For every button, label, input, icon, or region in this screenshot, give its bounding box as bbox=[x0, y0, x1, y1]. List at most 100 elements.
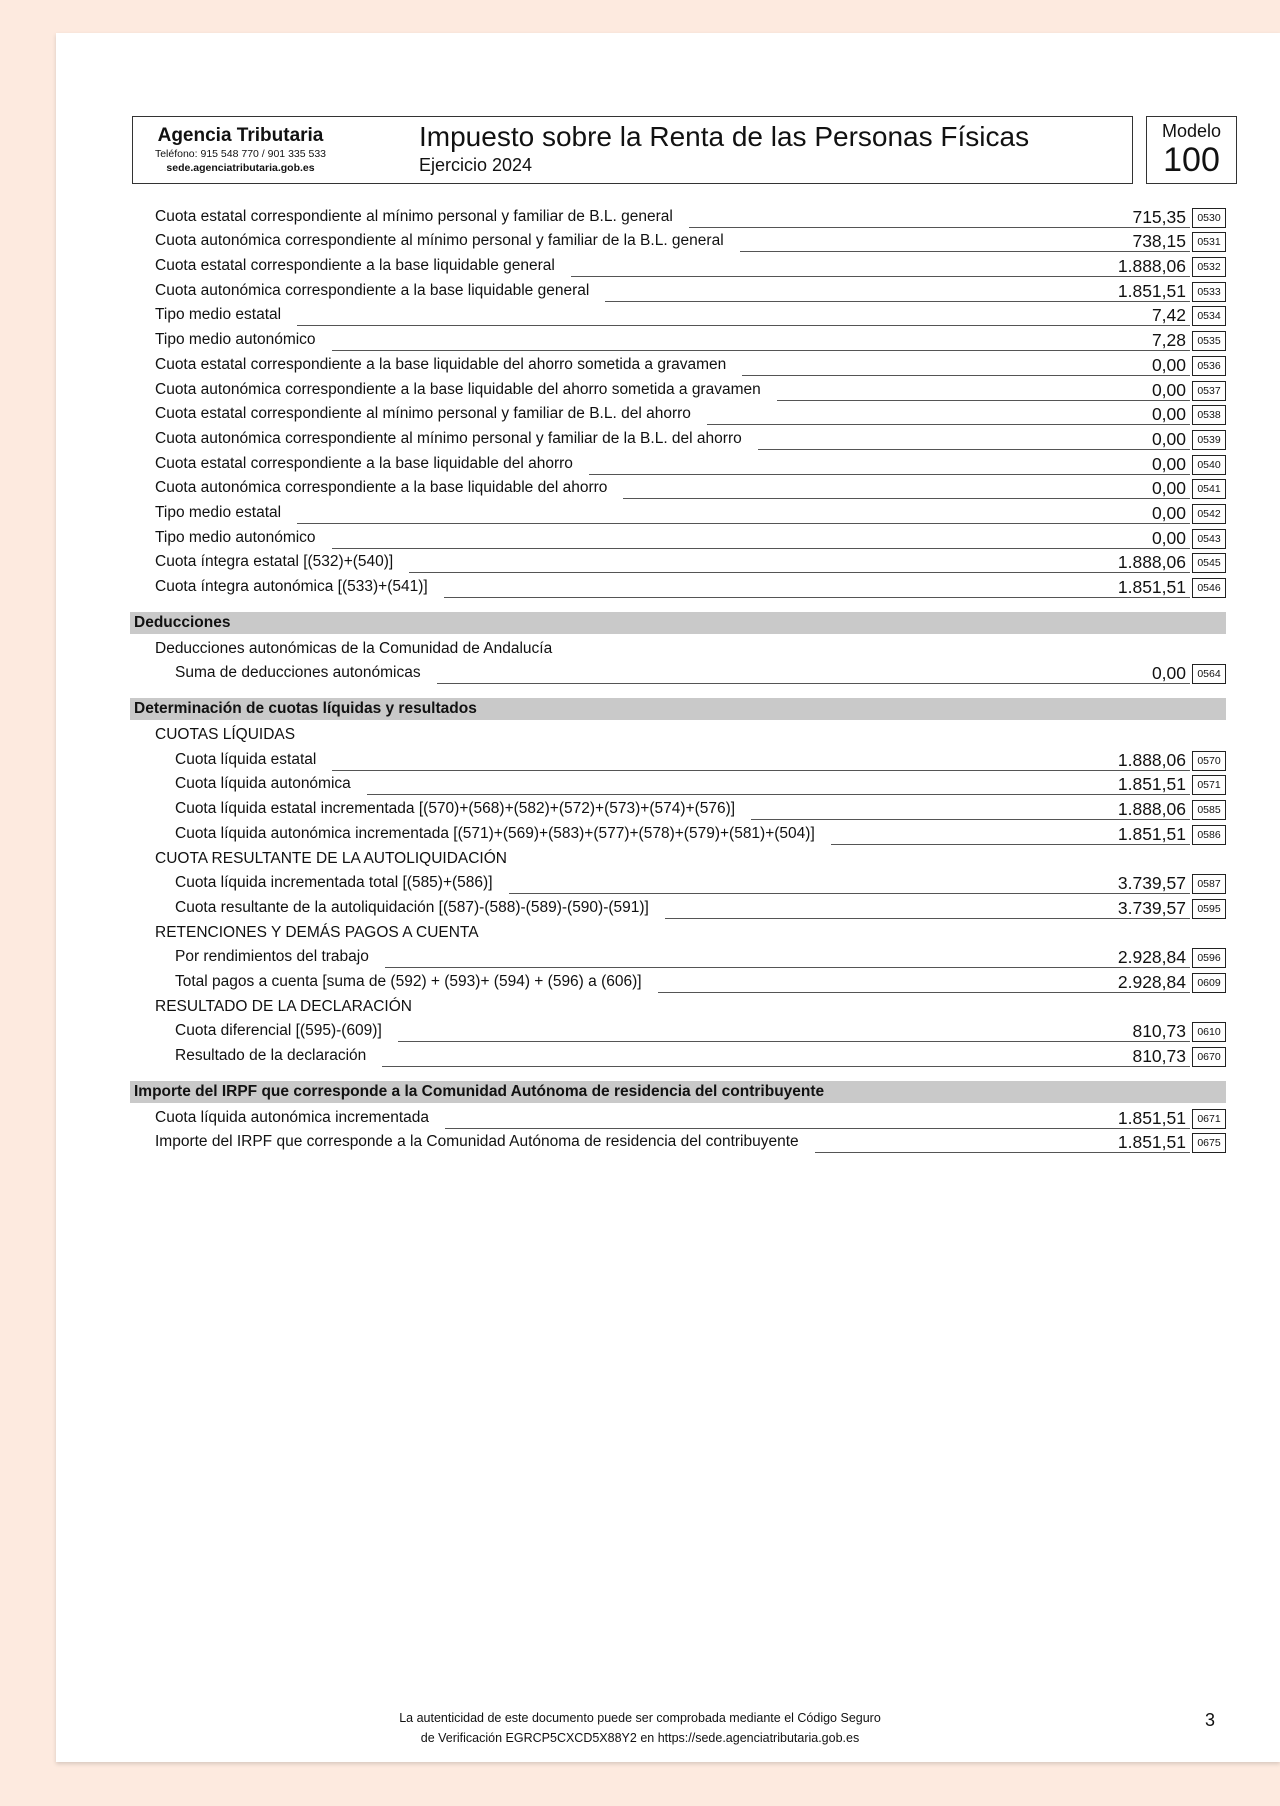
row-label: Tipo medio estatal bbox=[155, 503, 282, 521]
box-code: 0595 bbox=[1192, 898, 1226, 919]
form-row: Cuota autonómica correspondiente a la ba… bbox=[130, 475, 1226, 500]
subsection-heading: RETENCIONES Y DEMÁS PAGOS A CUENTA bbox=[130, 919, 1226, 944]
row-value: 0,00 bbox=[623, 478, 1190, 500]
row-label: Importe del IRPF que corresponde a la Co… bbox=[155, 1133, 799, 1151]
box-code: 0533 bbox=[1192, 281, 1226, 302]
form-row: Cuota líquida autonómica incrementada 1.8… bbox=[130, 1104, 1226, 1129]
row-value: 810,73 bbox=[382, 1046, 1190, 1067]
row-label: Total pagos a cuenta [suma de (592) + (5… bbox=[175, 972, 642, 990]
box-code: 0587 bbox=[1192, 874, 1226, 895]
box-code: 0596 bbox=[1192, 948, 1226, 969]
form-row: Tipo medio autonómico 7,28 0535 bbox=[130, 326, 1226, 352]
row-label: Cuota líquida autonómica bbox=[175, 775, 351, 793]
row-label: Cuota estatal correspondiente a la base … bbox=[155, 454, 573, 472]
box-code: 0546 bbox=[1192, 578, 1226, 598]
box-code: 0545 bbox=[1192, 553, 1226, 574]
form-row: Cuota diferencial [(595)-(609)] 810,73 061… bbox=[130, 1018, 1226, 1043]
row-value: 0,00 bbox=[757, 429, 1190, 450]
form-row: Cuota íntegra estatal [(532)+(540)] 1.888… bbox=[130, 549, 1226, 574]
modelo-number: 100 bbox=[1163, 141, 1220, 179]
row-label: Tipo medio estatal bbox=[155, 306, 282, 324]
box-code: 0571 bbox=[1192, 775, 1226, 796]
form-row: Cuota estatal correspondiente a la base … bbox=[130, 252, 1226, 278]
row-label: Cuota líquida estatal incrementada [(570… bbox=[175, 800, 736, 818]
row-value: 1.888,06 bbox=[332, 750, 1190, 771]
subsection-label: Deducciones autonómicas de la Comunidad … bbox=[155, 639, 553, 657]
subsection-heading: CUOTAS LÍQUIDAS bbox=[130, 721, 1226, 746]
form-row: Tipo medio autonómico 0,00 0543 bbox=[130, 524, 1226, 549]
row-label: Tipo medio autonómico bbox=[155, 528, 316, 546]
row-label: Tipo medio autonómico bbox=[155, 331, 316, 349]
row-label: Cuota diferencial [(595)-(609)] bbox=[175, 1022, 382, 1040]
row-value: 1.851,51 bbox=[445, 1108, 1190, 1129]
box-code: 0531 bbox=[1192, 232, 1226, 253]
row-label: Cuota líquida autonómica incrementada bbox=[155, 1108, 430, 1126]
row-label: Cuota autonómica correspondiente a la ba… bbox=[155, 281, 590, 299]
box-code: 0532 bbox=[1192, 257, 1226, 278]
footer-line-2: de Verificación EGRCP5CXCD5X88Y2 en http… bbox=[420, 1731, 860, 1745]
box-code: 0539 bbox=[1192, 429, 1226, 450]
form-row: Cuota autonómica correspondiente a la ba… bbox=[130, 277, 1226, 302]
subsection-label: RETENCIONES Y DEMÁS PAGOS A CUENTA bbox=[155, 923, 479, 941]
row-value: 1.888,06 bbox=[570, 256, 1190, 278]
form-row: Tipo medio estatal 0,00 0542 bbox=[130, 499, 1226, 524]
box-code: 0543 bbox=[1192, 528, 1226, 549]
row-value: 3.739,57 bbox=[508, 873, 1190, 895]
row-value: 7,42 bbox=[297, 305, 1190, 327]
form-row: Cuota autonómica correspondiente a la ba… bbox=[130, 376, 1226, 401]
form-row: Cuota estatal correspondiente a la base … bbox=[130, 351, 1226, 376]
form-row: Suma de deducciones autonómicas 0,00 0564 bbox=[130, 660, 1226, 685]
row-label: Cuota resultante de la autoliquidación [… bbox=[175, 898, 649, 916]
box-code: 0564 bbox=[1192, 664, 1226, 685]
box-code: 0537 bbox=[1192, 380, 1226, 401]
box-code: 0670 bbox=[1192, 1047, 1226, 1067]
box-code: 0540 bbox=[1192, 454, 1226, 475]
form-row: Cuota líquida estatal 1.888,06 0570 bbox=[130, 746, 1226, 771]
row-label: Cuota estatal correspondiente a la base … bbox=[155, 257, 555, 275]
box-code: 0541 bbox=[1192, 479, 1226, 500]
row-value: 738,15 bbox=[739, 231, 1190, 253]
form-row: Cuota líquida autonómica 1.851,51 0571 bbox=[130, 771, 1226, 796]
form-row: Cuota íntegra autonómica [(533)+(541)] 1.… bbox=[130, 573, 1226, 598]
box-code: 0530 bbox=[1192, 207, 1226, 228]
box-code: 0609 bbox=[1192, 972, 1226, 993]
box-code: 0535 bbox=[1192, 331, 1226, 352]
row-label: Cuota estatal correspondiente al mínimo … bbox=[155, 207, 673, 225]
form-row: Por rendimientos del trabajo 2.928,84 0596 bbox=[130, 944, 1226, 969]
subsection-heading: RESULTADO DE LA DECLARACIÓN bbox=[130, 993, 1226, 1018]
box-code: 0610 bbox=[1192, 1022, 1226, 1043]
form-row: Cuota líquida estatal incrementada [(570… bbox=[130, 795, 1226, 821]
form-row: Cuota líquida incrementada total [(585)+… bbox=[130, 870, 1226, 895]
row-label: Cuota líquida autonómica incrementada [(… bbox=[175, 824, 815, 842]
form-row: Importe del IRPF que corresponde a la Co… bbox=[130, 1129, 1226, 1154]
row-value: 1.851,51 bbox=[830, 824, 1190, 845]
box-code: 0586 bbox=[1192, 824, 1226, 845]
subsection-label: CUOTA RESULTANTE DE LA AUTOLIQUIDACIÓN bbox=[155, 849, 507, 867]
row-value: 2.928,84 bbox=[657, 972, 1190, 993]
row-value: 0,00 bbox=[706, 404, 1190, 426]
row-value: 0,00 bbox=[588, 454, 1190, 475]
form-row: Resultado de la declaración 810,73 0670 bbox=[130, 1042, 1226, 1067]
form-row: Cuota autonómica correspondiente al míni… bbox=[130, 425, 1226, 450]
row-value: 0,00 bbox=[297, 503, 1190, 524]
modelo-box: Modelo 100 bbox=[1146, 116, 1237, 184]
box-code: 0542 bbox=[1192, 503, 1226, 524]
row-label: Cuota estatal correspondiente al mínimo … bbox=[155, 405, 691, 423]
row-label: Cuota íntegra estatal [(532)+(540)] bbox=[155, 553, 394, 571]
row-value: 0,00 bbox=[436, 663, 1190, 685]
footer-line-1: La autenticidad de este documento puede … bbox=[399, 1711, 881, 1725]
box-code: 0534 bbox=[1192, 306, 1226, 327]
form-row: Cuota estatal correspondiente a la base … bbox=[130, 450, 1226, 475]
form-row: Tipo medio estatal 7,42 0534 bbox=[130, 302, 1226, 327]
subsection-heading: CUOTA RESULTANTE DE LA AUTOLIQUIDACIÓN bbox=[130, 845, 1226, 870]
form-body: Cuota estatal correspondiente al mínimo … bbox=[130, 203, 1226, 1154]
box-code: 0536 bbox=[1192, 355, 1226, 376]
row-value: 1.851,51 bbox=[814, 1132, 1190, 1154]
row-value: 0,00 bbox=[331, 528, 1190, 549]
row-value: 715,35 bbox=[688, 207, 1190, 228]
form-header: Agencia Tributaria Teléfono: 915 548 770… bbox=[132, 116, 1133, 184]
box-code: 0671 bbox=[1192, 1108, 1226, 1129]
subsection-label: CUOTAS LÍQUIDAS bbox=[155, 726, 296, 744]
row-value: 0,00 bbox=[776, 380, 1190, 401]
box-code: 0585 bbox=[1192, 800, 1226, 821]
